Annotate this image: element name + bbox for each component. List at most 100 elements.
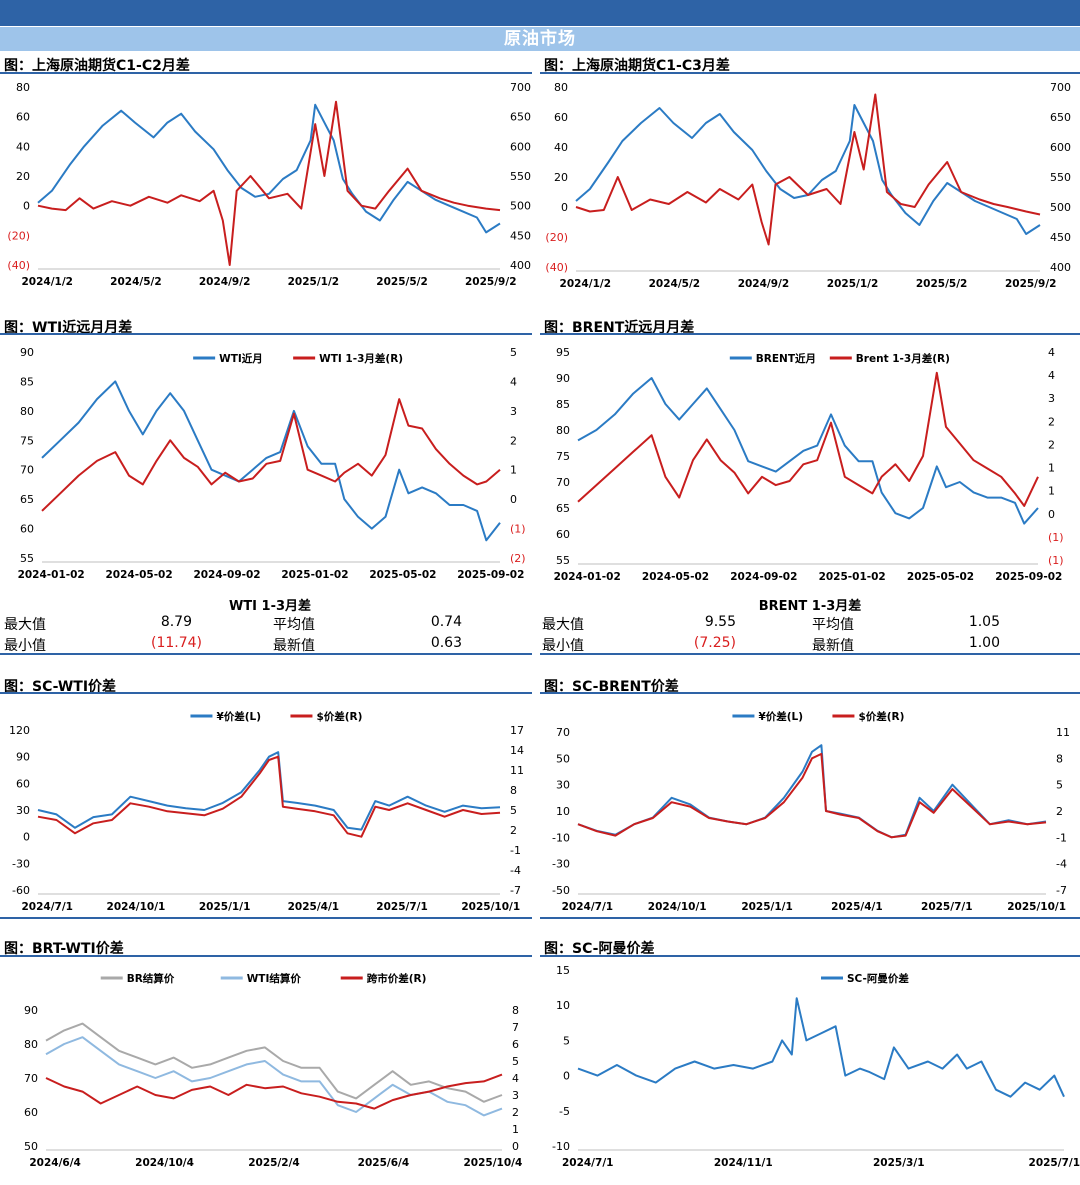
- y-left-tick-label: -5: [559, 1105, 570, 1118]
- x-tick-label: 2025/1/1: [199, 901, 251, 913]
- legend-label: SC-阿曼价差: [847, 972, 909, 985]
- x-tick-label: 2024/7/1: [562, 901, 614, 913]
- panel-title-brent-spread: 图：BRENT近远月月差: [544, 320, 695, 336]
- series-line-red: [577, 371, 1039, 507]
- panel-divider: [0, 955, 532, 957]
- y-left-tick-label: 90: [556, 372, 570, 385]
- panel-title-brt-wti: 图：BRT-WTI价差: [4, 941, 124, 957]
- stat-value-latest: 0.63: [430, 635, 462, 651]
- y-left-tick-label: 10: [556, 805, 570, 818]
- legend-label: BR结算价: [127, 972, 175, 985]
- panel-title-sc-brent: 图：SC-BRENT价差: [544, 679, 679, 695]
- x-tick-label: 2025/10/4: [463, 1157, 522, 1169]
- y-right-tick-label: 2: [510, 824, 517, 837]
- y-right-tick-label: 6: [512, 1038, 519, 1051]
- y-right-tick-label: 8: [1056, 752, 1063, 765]
- x-tick-label: 2024-05-02: [106, 569, 173, 581]
- x-tick-label: 2025/4/1: [288, 901, 340, 913]
- y-left-tick-label: 0: [561, 201, 568, 214]
- y-left-tick-label: 60: [24, 1106, 38, 1119]
- panel-title-sc-oman: 图：SC-阿曼价差: [544, 941, 655, 957]
- series-line-blue: [577, 997, 1065, 1098]
- y-left-tick-label: 0: [23, 831, 30, 844]
- legend-label: WTI近月: [219, 352, 263, 365]
- y-left-tick-label: -50: [552, 884, 570, 897]
- y-right-tick-label: 550: [1050, 171, 1071, 184]
- stat-value-max: 9.55: [704, 614, 736, 630]
- y-right-tick-label: 7: [512, 1021, 519, 1034]
- y-left-tick-label: -30: [552, 858, 570, 871]
- y-left-tick-label: 0: [563, 1070, 570, 1083]
- panel-title-sc-c1c2: 图：上海原油期货C1-C2月差: [4, 58, 190, 74]
- x-tick-label: 2025/5/2: [376, 276, 428, 288]
- y-right-tick-label: 400: [1050, 261, 1071, 274]
- y-left-tick-label: 80: [554, 81, 568, 94]
- x-tick-label: 2025/9/2: [465, 276, 517, 288]
- y-right-tick-label: 3: [512, 1089, 519, 1102]
- y-left-tick-label: 70: [556, 726, 570, 739]
- x-tick-label: 2024/11/1: [714, 1157, 773, 1169]
- series-line-red: [575, 93, 1041, 246]
- y-right-tick-label: 3: [1048, 392, 1055, 405]
- x-tick-label: 2024/10/4: [135, 1157, 194, 1169]
- y-right-tick-label: 14: [510, 744, 524, 757]
- x-tick-label: 2025/1/2: [827, 278, 879, 290]
- panel-divider: [0, 692, 532, 694]
- stats-title-wti: WTI 1-3月差: [228, 599, 312, 614]
- series-line-red: [577, 752, 1047, 839]
- y-right-tick-label: 0: [510, 493, 517, 506]
- y-left-tick-label: 40: [554, 141, 568, 154]
- y-left-tick-label: 50: [556, 752, 570, 765]
- y-right-tick-label: 500: [1050, 201, 1071, 214]
- panel-divider: [540, 333, 1080, 335]
- x-tick-label: 2025/7/1: [376, 901, 428, 913]
- chart-sc-c1c2: 80 60 40 20 0 (20) (40) 700 650 600 550 500 450 400 20…: [7, 81, 531, 288]
- panel-title-sc-wti: 图：SC-WTI价差: [4, 679, 117, 695]
- x-tick-label: 2025/7/1: [921, 901, 973, 913]
- x-tick-label: 2025/9/2: [1005, 278, 1057, 290]
- y-left-tick-label: -10: [552, 1140, 570, 1153]
- y-right-tick-label: -7: [1056, 884, 1067, 897]
- panel-divider: [540, 653, 1080, 655]
- stat-label-latest: 最新值: [273, 638, 315, 654]
- chart-sc-wti: 120 90 60 30 0 -30 -60 17 14 11 8 5 2 -1 -4 -7 2024/7/1 2…: [9, 710, 524, 913]
- y-right-tick-label: -4: [510, 864, 521, 877]
- y-right-tick-label: 4: [1048, 346, 1055, 359]
- y-right-tick-label: -1: [1056, 831, 1067, 844]
- series-line-red: [41, 398, 501, 512]
- y-left-tick-label: 75: [20, 434, 34, 447]
- y-right-tick-label: -4: [1056, 858, 1067, 871]
- x-tick-label: 2024-09-02: [730, 571, 797, 583]
- y-left-tick-label: 90: [16, 751, 30, 764]
- x-tick-label: 2025-09-02: [457, 569, 524, 581]
- y-right-tick-label: 4: [510, 375, 517, 388]
- y-right-tick-label: 650: [1050, 111, 1071, 124]
- stats-table-brent: 最大值 9.55 平均值 1.05 最小值 (7.25) 最新值 1.00: [540, 614, 1080, 654]
- y-right-tick-label: 5: [512, 1055, 519, 1068]
- y-right-tick-label: 700: [510, 81, 531, 94]
- x-tick-label: 2025/10/1: [1007, 901, 1066, 913]
- y-left-tick-label: (20): [7, 229, 30, 242]
- y-right-tick-label: 11: [510, 764, 524, 777]
- y-left-tick-label: 85: [20, 375, 34, 388]
- y-left-tick-label: 70: [556, 476, 570, 489]
- y-right-tick-label: 1: [512, 1123, 519, 1136]
- legend-label: ¥价差(L): [216, 710, 261, 723]
- legend-label: Brent 1-3月差(R): [856, 352, 950, 365]
- series-line-blue: [41, 380, 501, 542]
- y-left-tick-label: (20): [545, 231, 568, 244]
- stat-value-max: 8.79: [160, 614, 192, 630]
- y-right-tick-label: 2: [512, 1106, 519, 1119]
- y-left-tick-label: 90: [20, 346, 34, 359]
- panel-divider: [0, 333, 532, 335]
- section-banner: 原油市场: [0, 27, 1080, 51]
- x-tick-label: 2024/5/2: [110, 276, 162, 288]
- x-tick-label: 2025/10/1: [461, 901, 520, 913]
- y-right-tick-label: 4: [512, 1072, 519, 1085]
- stat-label-latest: 最新值: [812, 638, 854, 654]
- panel-divider: [0, 917, 532, 919]
- chart-brent-spread: 95 90 85 80 75 70 65 60 55 4 4 3 2 2 1 1 0 (1) (1) 2024-01-…: [554, 346, 1064, 583]
- y-left-tick-label: 120: [9, 724, 30, 737]
- y-right-tick-label: 1: [1048, 485, 1055, 498]
